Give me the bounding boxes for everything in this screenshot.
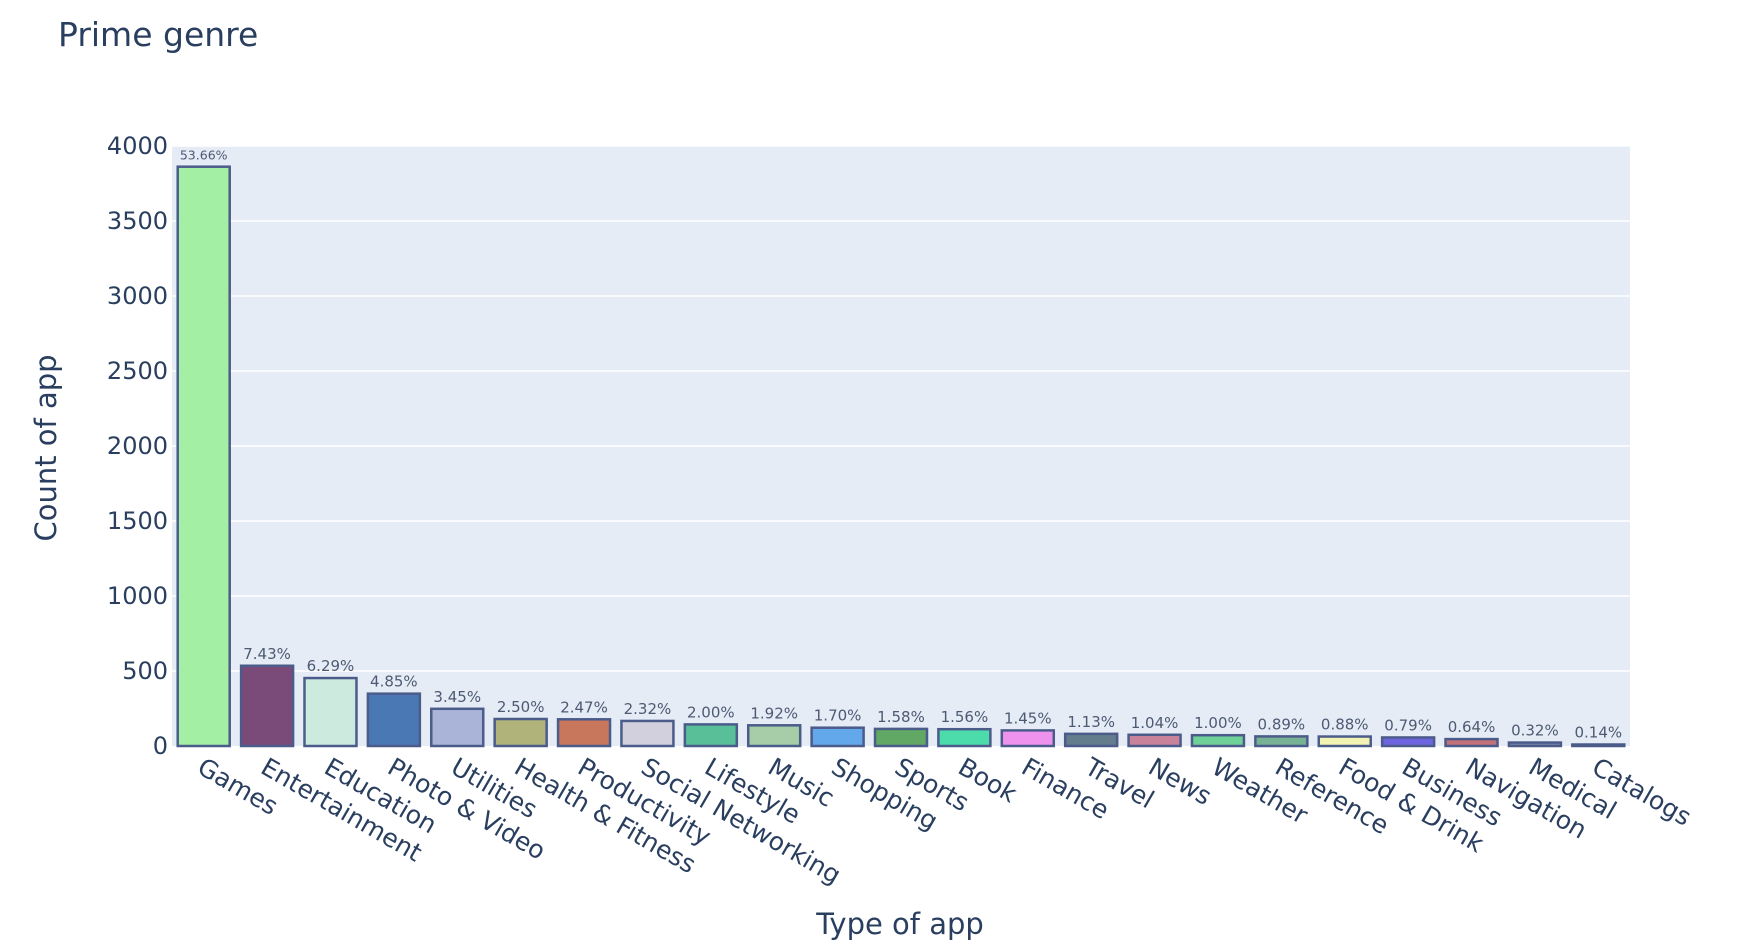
bar-data-label: 1.04% — [1131, 714, 1179, 732]
bar-data-label: 1.56% — [941, 708, 989, 726]
bar-data-label: 1.70% — [814, 707, 862, 725]
bar-sports[interactable] — [873, 727, 929, 748]
bar-data-label: 0.64% — [1448, 718, 1496, 736]
bar-photo-video[interactable] — [366, 692, 422, 748]
bar-data-label: 0.88% — [1321, 716, 1369, 734]
bar-music[interactable] — [746, 724, 802, 748]
bar-data-label: 0.79% — [1384, 716, 1432, 734]
bar-travel[interactable] — [1063, 732, 1119, 748]
bar-finance[interactable] — [1000, 729, 1056, 748]
y-tick-label: 2000 — [107, 432, 168, 460]
bar-health-fitness[interactable] — [493, 717, 548, 748]
bar-education[interactable] — [303, 676, 358, 748]
bar-data-label: 1.45% — [1004, 709, 1052, 727]
bar-data-label: 0.89% — [1258, 715, 1306, 733]
y-tick-label: 3000 — [107, 282, 168, 310]
bars — [176, 165, 1626, 748]
y-tick-label: 2500 — [107, 357, 168, 385]
bar-book[interactable] — [937, 727, 992, 748]
bar-data-label: 6.29% — [307, 657, 355, 675]
bar-data-label: 4.85% — [370, 673, 418, 691]
bar-food-drink[interactable] — [1317, 735, 1372, 748]
bar-utilities[interactable] — [430, 707, 485, 748]
x-tick-label: News — [1144, 752, 1217, 811]
bar-shopping[interactable] — [810, 726, 865, 748]
y-tick-label: 1000 — [107, 582, 168, 610]
bar-data-label: 2.00% — [687, 703, 735, 721]
bar-data-label: 1.00% — [1194, 714, 1242, 732]
bar-data-label: 53.66% — [180, 148, 228, 163]
bar-data-label: 3.45% — [433, 688, 481, 706]
bar-data-label: 7.43% — [243, 645, 291, 663]
y-tick-label: 4000 — [107, 132, 168, 160]
x-axis-title: Type of app — [815, 907, 984, 941]
bar-catalogs[interactable] — [1571, 743, 1626, 748]
bar-data-label: 2.50% — [497, 698, 545, 716]
bar-data-label: 2.32% — [624, 700, 672, 718]
bar-data-label: 1.58% — [877, 708, 925, 726]
bar-data-label: 1.13% — [1067, 713, 1115, 731]
bar-social-networking[interactable] — [620, 719, 675, 748]
y-axis-ticks: 0 500 1000 1500 2000 2500 3000 3500 4000 — [107, 132, 168, 760]
bar-business[interactable] — [1380, 736, 1436, 748]
y-tick-label: 3500 — [107, 207, 168, 235]
y-tick-label: 500 — [122, 657, 168, 685]
bar-weather[interactable] — [1190, 733, 1246, 748]
bar-data-label: 0.32% — [1511, 722, 1559, 740]
bar-data-labels: 53.66% 7.43% 6.29% 4.85% 3.45% 2.50% 2.47% 2.32… — [180, 148, 1622, 742]
bar-lifestyle[interactable] — [683, 723, 739, 748]
bar-games[interactable] — [176, 165, 231, 748]
y-tick-label: 1500 — [107, 507, 168, 535]
bar-medical[interactable] — [1507, 741, 1563, 748]
y-tick-label: 0 — [153, 732, 168, 760]
bar-navigation[interactable] — [1444, 737, 1499, 748]
y-axis-title: Count of app — [29, 354, 63, 541]
bar-data-label: 2.47% — [560, 698, 608, 716]
bar-entertainment[interactable] — [239, 664, 295, 748]
bar-data-label: 1.92% — [750, 704, 798, 722]
gridlines — [172, 145, 1630, 672]
bar-news[interactable] — [1127, 733, 1182, 748]
bar-data-label: 0.14% — [1574, 724, 1622, 742]
bar-productivity[interactable] — [556, 718, 612, 748]
chart-title: Prime genre — [58, 15, 258, 54]
bar-reference[interactable] — [1254, 735, 1309, 748]
